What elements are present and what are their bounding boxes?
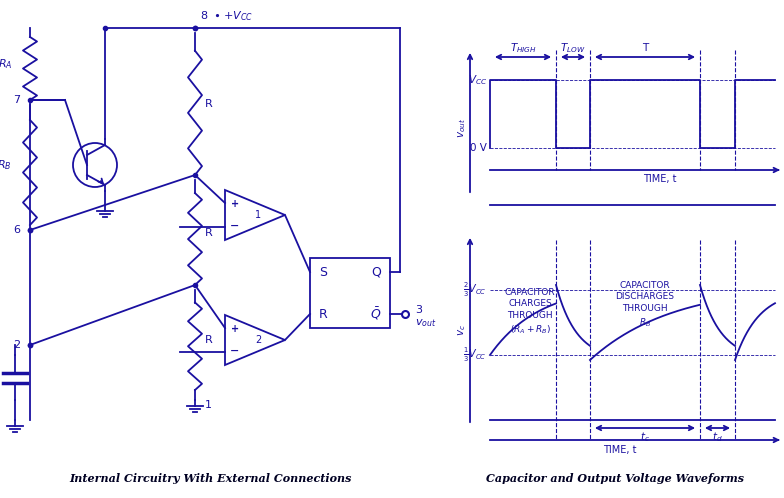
Text: 2: 2 bbox=[13, 340, 20, 350]
Text: 6: 6 bbox=[13, 225, 20, 235]
Text: $T_{HIGH}$: $T_{HIGH}$ bbox=[510, 41, 536, 55]
Text: $t_d$: $t_d$ bbox=[712, 430, 723, 444]
Text: 8: 8 bbox=[200, 11, 207, 21]
Text: $v_c$: $v_c$ bbox=[456, 324, 468, 336]
Text: −: − bbox=[230, 221, 240, 231]
Text: $v_{out}$: $v_{out}$ bbox=[415, 317, 437, 329]
Text: −: − bbox=[230, 346, 240, 356]
Text: 7: 7 bbox=[13, 95, 20, 105]
Bar bbox=[310, 258, 390, 328]
Text: +: + bbox=[231, 324, 239, 334]
Text: T: T bbox=[642, 43, 648, 53]
Text: Internal Circuitry With External Connections: Internal Circuitry With External Connect… bbox=[69, 473, 351, 484]
Text: CAPACITOR
DISCHARGES
THROUGH
$R_B$: CAPACITOR DISCHARGES THROUGH $R_B$ bbox=[615, 281, 674, 329]
Text: TIME, t: TIME, t bbox=[643, 174, 677, 184]
Text: 3: 3 bbox=[415, 305, 422, 315]
Text: R: R bbox=[318, 307, 328, 321]
Text: R: R bbox=[205, 228, 212, 238]
Text: 1: 1 bbox=[205, 400, 212, 410]
Text: R: R bbox=[205, 335, 212, 345]
Text: $t_c$: $t_c$ bbox=[640, 430, 650, 444]
Text: Q: Q bbox=[371, 265, 381, 278]
Text: $\bar{Q}$: $\bar{Q}$ bbox=[370, 306, 382, 322]
Text: $V_{CC}$: $V_{CC}$ bbox=[468, 73, 487, 87]
Text: R: R bbox=[205, 99, 212, 109]
Text: $\frac{1}{3}V_{CC}$: $\frac{1}{3}V_{CC}$ bbox=[463, 346, 487, 364]
Text: $R_A$: $R_A$ bbox=[0, 57, 12, 71]
Text: 2: 2 bbox=[255, 335, 261, 345]
Text: $R_B$: $R_B$ bbox=[0, 158, 12, 172]
Text: S: S bbox=[319, 265, 327, 278]
Text: CAPACITOR
CHARGES
THROUGH
$(R_A + R_B)$: CAPACITOR CHARGES THROUGH $(R_A + R_B)$ bbox=[505, 288, 555, 336]
Text: $v_{out}$: $v_{out}$ bbox=[456, 118, 468, 138]
Text: +: + bbox=[231, 199, 239, 209]
Text: $\frac{2}{3}V_{CC}$: $\frac{2}{3}V_{CC}$ bbox=[463, 281, 487, 299]
Text: 1: 1 bbox=[255, 210, 261, 220]
Text: Capacitor and Output Voltage Waveforms: Capacitor and Output Voltage Waveforms bbox=[486, 473, 744, 484]
Text: $\bullet$ $+V_{CC}$: $\bullet$ $+V_{CC}$ bbox=[213, 9, 253, 23]
Text: $T_{LOW}$: $T_{LOW}$ bbox=[561, 41, 586, 55]
Text: 0 V: 0 V bbox=[470, 143, 487, 153]
Text: TIME, t: TIME, t bbox=[603, 445, 637, 455]
